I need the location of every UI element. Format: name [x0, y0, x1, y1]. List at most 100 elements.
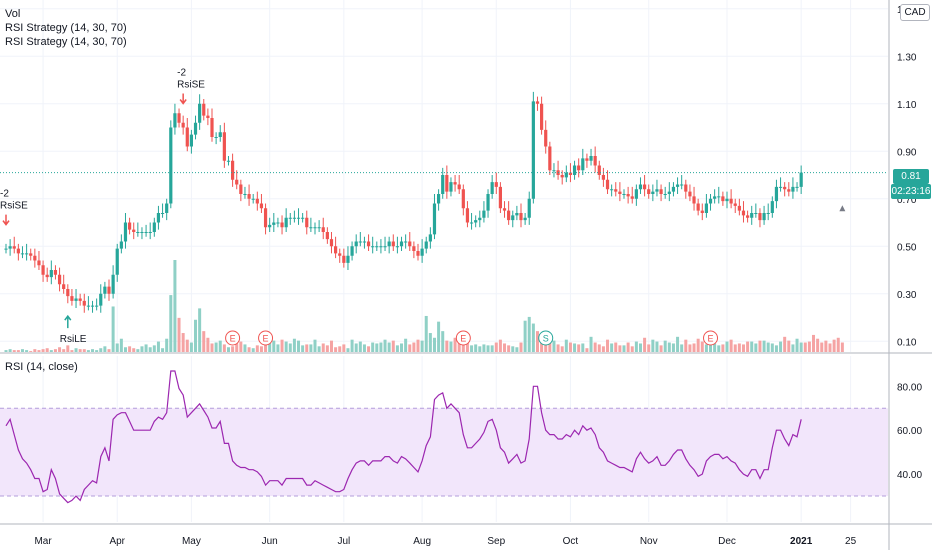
candle-body — [272, 222, 276, 225]
candle-body — [684, 184, 688, 192]
candle-body — [268, 224, 272, 228]
volume-bar — [78, 349, 82, 352]
volume-bar — [226, 347, 230, 352]
candle-body — [90, 305, 95, 307]
volume-bar — [214, 342, 218, 352]
candle-body — [638, 184, 643, 190]
candle-body — [519, 213, 523, 221]
volume-bar — [86, 350, 90, 352]
event-marker-label: E — [708, 334, 714, 344]
volume-bar — [453, 337, 457, 352]
volume-bar — [128, 346, 132, 352]
volume-bar — [717, 345, 721, 352]
candle-body — [758, 213, 762, 221]
volume-bar — [259, 346, 263, 352]
candle-body — [198, 103, 202, 123]
candle-body — [741, 210, 746, 216]
candle-body — [334, 246, 338, 254]
candle-body — [387, 241, 391, 247]
candle-body — [667, 191, 671, 194]
candle-body — [33, 255, 37, 261]
event-marker-label: E — [263, 334, 269, 344]
candle-body — [193, 122, 198, 135]
candle-body — [614, 189, 618, 192]
volume-bar — [202, 331, 206, 352]
volume-bar — [194, 319, 198, 352]
volume-bar — [573, 343, 577, 352]
volume-bar — [692, 343, 696, 352]
candle-body — [486, 194, 490, 211]
volume-bar — [148, 347, 152, 352]
candle-body — [708, 198, 713, 204]
volume-bar — [367, 346, 371, 352]
volume-bar — [247, 347, 251, 352]
candle-body — [704, 203, 708, 213]
volume-bar — [779, 341, 783, 352]
volume-bar — [91, 349, 95, 352]
candle-body — [296, 217, 301, 219]
volume-bar — [746, 341, 750, 352]
candle-body — [350, 246, 354, 256]
candle-body — [416, 251, 420, 256]
candle-body — [259, 203, 264, 209]
candle-body — [762, 213, 766, 221]
volume-bar — [807, 341, 811, 352]
candle-body — [115, 248, 119, 275]
volume-bar — [313, 339, 317, 352]
volume-bar — [420, 340, 424, 352]
volume-bar — [53, 349, 57, 352]
volume-bar — [457, 341, 461, 352]
time-tick-label: Jun — [262, 536, 278, 547]
volume-bar — [523, 320, 527, 352]
volume-bar — [408, 344, 412, 352]
volume-bar — [119, 338, 123, 352]
candle-body — [577, 165, 581, 171]
volume-bar — [647, 344, 651, 352]
volume-legend: Vol — [5, 8, 21, 20]
candle-body — [651, 191, 655, 194]
candle-body — [210, 118, 214, 137]
candle-body — [160, 213, 165, 214]
volume-bar — [45, 348, 49, 352]
volume-bar — [531, 323, 535, 352]
candle-body — [222, 132, 226, 161]
volume-bar — [82, 349, 86, 352]
volume-bar — [400, 343, 404, 352]
volume-bar — [721, 344, 725, 352]
volume-bar — [799, 342, 803, 352]
candle-body — [329, 239, 334, 247]
volume-bar — [840, 342, 844, 352]
candle-body — [511, 215, 515, 221]
volume-bar — [165, 338, 169, 352]
volume-bar — [156, 341, 160, 352]
candle-body — [766, 213, 770, 214]
candle-body — [8, 246, 12, 249]
candle-body — [103, 286, 107, 294]
price-tick-label: 1.10 — [897, 100, 917, 111]
volume-bar — [41, 349, 45, 352]
candle-body — [593, 156, 597, 166]
volume-bar — [507, 345, 511, 352]
price-tick-label: 0.50 — [897, 242, 917, 253]
volume-bar — [774, 345, 778, 352]
candle-body — [309, 227, 313, 229]
volume-bar — [597, 344, 601, 352]
currency-badge[interactable]: CAD — [900, 4, 930, 21]
volume-bar — [445, 340, 449, 352]
candle-body — [107, 286, 111, 294]
candle-body — [791, 186, 795, 192]
volume-bar — [601, 346, 605, 352]
volume-bar — [301, 345, 305, 352]
candle-body — [585, 158, 589, 161]
candle-body — [284, 217, 288, 228]
volume-bar — [803, 342, 807, 352]
volume-bar — [465, 339, 469, 352]
candle-body — [338, 253, 342, 256]
volume-bar — [663, 340, 667, 352]
candle-body — [57, 274, 62, 285]
candle-body — [783, 186, 787, 190]
strategy-legend-2: RSI Strategy (14, 30, 70) — [5, 36, 127, 48]
rsi-line — [5, 370, 802, 504]
candle-body — [692, 196, 696, 204]
